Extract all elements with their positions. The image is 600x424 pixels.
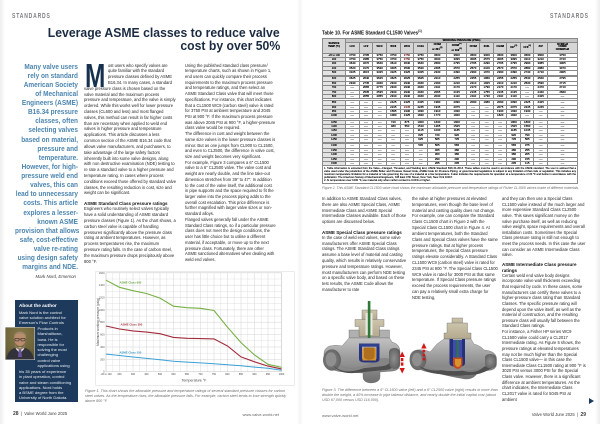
svg-text:700: 700: [198, 373, 203, 376]
svg-text:600: 600: [100, 333, 105, 337]
svg-text:650: 650: [185, 373, 190, 376]
svg-text:800: 800: [100, 320, 105, 324]
svg-text:500: 500: [158, 373, 163, 376]
svg-text:1000: 1000: [279, 373, 285, 376]
svg-text:Temperature °F: Temperature °F: [182, 379, 208, 383]
svg-text:200: 200: [117, 373, 122, 376]
svg-text:ASME Class 150: ASME Class 150: [120, 350, 142, 354]
svg-text:1600: 1600: [99, 271, 105, 275]
svg-text:750: 750: [212, 373, 217, 376]
svg-text:ASME Class 600: ASME Class 600: [120, 281, 142, 285]
svg-text:400: 400: [100, 345, 105, 349]
svg-text:1200: 1200: [99, 296, 105, 300]
svg-text:400: 400: [144, 373, 149, 376]
svg-text:Maximum working pressure (psig: Maximum working pressure (psig): [96, 298, 100, 346]
svg-text:950: 950: [266, 373, 271, 376]
svg-text:-20 to 100: -20 to 100: [100, 373, 112, 376]
svg-text:850: 850: [239, 373, 244, 376]
svg-text:1000: 1000: [99, 308, 105, 312]
svg-text:ASME Class 300: ASME Class 300: [121, 322, 143, 326]
svg-text:200: 200: [100, 357, 105, 361]
svg-text:800: 800: [225, 373, 230, 376]
svg-text:0: 0: [103, 370, 105, 374]
svg-text:600: 600: [171, 373, 176, 376]
svg-text:300: 300: [131, 373, 136, 376]
svg-text:1400: 1400: [99, 283, 105, 287]
svg-text:900: 900: [252, 373, 257, 376]
